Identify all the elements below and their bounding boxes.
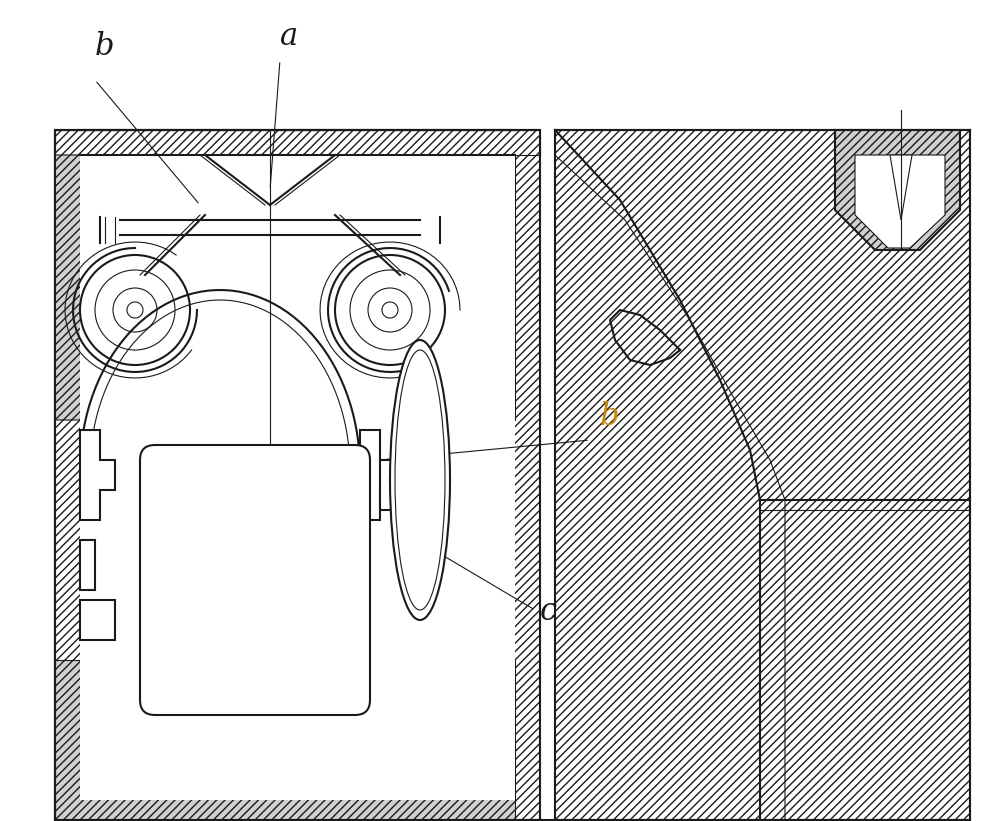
Text: b: b [600, 401, 620, 432]
Polygon shape [430, 155, 515, 420]
Polygon shape [890, 155, 912, 220]
Polygon shape [55, 660, 515, 820]
Text: b: b [95, 31, 114, 62]
Ellipse shape [390, 340, 450, 620]
FancyBboxPatch shape [140, 445, 370, 715]
Polygon shape [55, 155, 130, 420]
Polygon shape [855, 155, 945, 248]
Polygon shape [55, 130, 540, 820]
Polygon shape [270, 155, 515, 275]
Polygon shape [360, 430, 400, 520]
Polygon shape [100, 220, 440, 240]
Polygon shape [835, 130, 960, 250]
Polygon shape [80, 540, 95, 590]
Text: c: c [540, 596, 557, 627]
Polygon shape [380, 460, 430, 510]
Polygon shape [130, 155, 270, 275]
Polygon shape [80, 155, 515, 800]
Polygon shape [80, 600, 115, 640]
Text: a: a [280, 21, 298, 52]
Polygon shape [80, 430, 115, 520]
Polygon shape [555, 130, 970, 820]
